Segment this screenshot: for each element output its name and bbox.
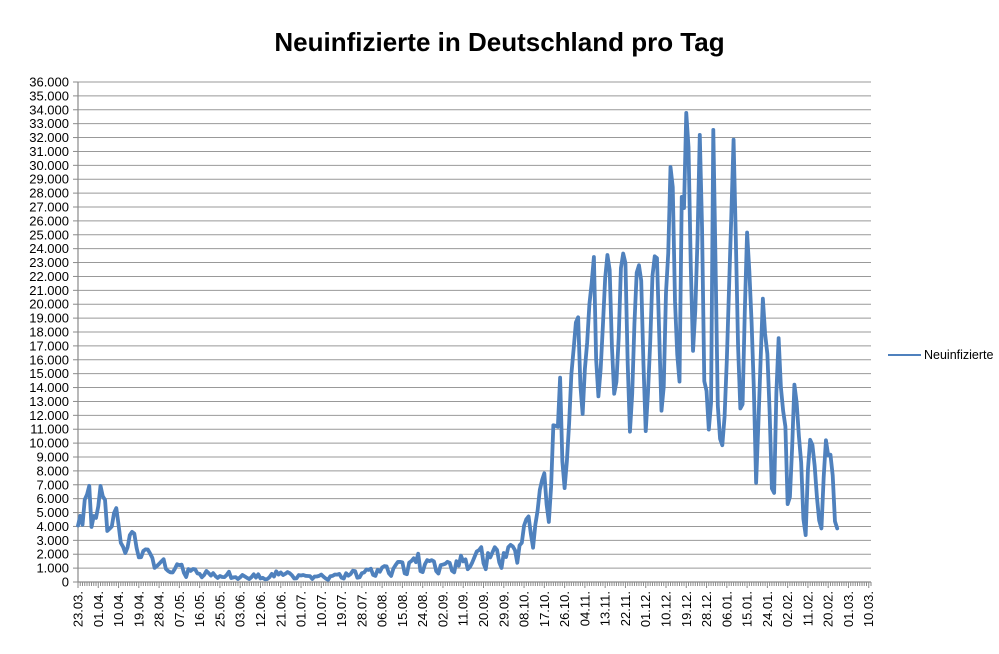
y-axis-label: 33.000 [29,116,69,131]
y-axis-label: 4.000 [36,519,69,534]
y-axis-label: 7.000 [36,477,69,492]
y-axis-label: 19.000 [29,311,69,326]
x-axis-label: 01.03. [841,591,856,627]
x-axis-label: 26.10. [557,591,572,627]
chart-legend: Neuinfizierte [888,347,993,363]
x-axis-label: 19.12. [679,591,694,627]
x-axis-label: 15.08. [395,591,410,627]
y-axis-label: 36.000 [29,75,69,90]
y-axis-label: 28.000 [29,186,69,201]
y-axis-label: 3.000 [36,533,69,548]
x-axis-label: 08.10. [517,591,532,627]
x-axis-label: 15.01. [740,591,755,627]
x-axis-label: 02.02. [780,591,795,627]
y-axis-label: 26.000 [29,213,69,228]
x-axis-label: 10.07. [314,591,329,627]
y-axis-label: 35.000 [29,88,69,103]
x-axis-label: 01.04. [91,591,106,627]
x-axis-label: 02.09. [435,591,450,627]
x-axis-label: 24.01. [760,591,775,627]
x-axis-label: 28.04. [152,591,167,627]
y-axis-label: 17.000 [29,338,69,353]
y-axis-label: 5.000 [36,505,69,520]
x-axis-label: 16.05. [192,591,207,627]
y-axis-label: 29.000 [29,172,69,187]
x-axis-label: 04.11. [577,591,592,626]
x-axis-label: 10.12. [658,591,673,627]
x-axis-label: 11.09. [456,591,471,626]
chart-title: Neuinfizierte in Deutschland pro Tag [274,27,725,57]
y-axis-label: 15.000 [29,366,69,381]
y-axis-label: 34.000 [29,102,69,117]
x-axis-label: 20.02. [821,591,836,627]
x-axis-label: 06.08. [375,591,390,627]
x-axis-label: 10.03. [861,591,876,627]
x-axis-label: 17.10. [537,591,552,627]
x-axis-label: 07.05. [172,591,187,627]
y-axis-label: 0 [62,575,69,590]
y-axis-label: 25.000 [29,227,69,242]
y-axis-label: 30.000 [29,158,69,173]
y-axis-label: 14.000 [29,380,69,395]
y-axis-label: 11.000 [30,422,69,437]
legend-series-line-icon [888,354,921,356]
x-axis-label: 29.09. [496,591,511,627]
y-axis-label: 32.000 [29,130,69,145]
legend-series-label: Neuinfizierte [924,348,994,362]
x-axis-label: 12.06. [253,591,268,627]
x-axis-label: 25.05. [212,591,227,627]
x-axis-label: 24.08. [415,591,430,627]
x-axis-label: 01.07. [294,591,309,627]
y-axis-label: 9.000 [36,450,69,465]
y-axis-label: 13.000 [29,394,69,409]
x-axis-label: 28.07. [354,591,369,627]
x-axis-label: 13.11. [598,591,613,626]
y-axis-label: 21.000 [29,283,69,298]
x-axis-label: 19.07. [334,591,349,627]
x-axis-label: 23.03. [71,591,86,627]
x-axis-label: 21.06. [273,591,288,627]
y-axis-label: 12.000 [29,408,69,423]
y-axis-label: 24.000 [29,241,69,256]
y-axis-label: 2.000 [36,547,69,562]
y-axis-label: 31.000 [29,144,69,159]
x-axis-label: 28.12. [699,591,714,627]
x-axis-label: 22.11. [618,591,633,626]
y-axis-label: 18.000 [29,325,69,340]
x-axis-label: 19.04. [131,591,146,627]
y-axis-label: 1.000 [36,561,69,576]
x-axis-label: 03.06. [233,591,248,627]
y-axis-label: 16.000 [29,352,69,367]
x-axis-label: 20.09. [476,591,491,627]
y-axis-label: 6.000 [36,491,69,506]
x-axis-label: 11.02. [800,591,815,626]
neuinfizierte-series-line [76,110,840,582]
y-axis-label: 23.000 [29,255,69,270]
x-axis-label: 01.12. [638,591,653,627]
x-axis-label: 06.01. [719,591,734,627]
y-axis-label: 8.000 [36,463,69,478]
y-axis-label: 10.000 [29,436,69,451]
x-axis-label: 10.04. [111,591,126,627]
y-axis-label: 27.000 [29,200,69,215]
y-axis-label: 22.000 [29,269,69,284]
y-axis-label: 20.000 [29,297,69,312]
